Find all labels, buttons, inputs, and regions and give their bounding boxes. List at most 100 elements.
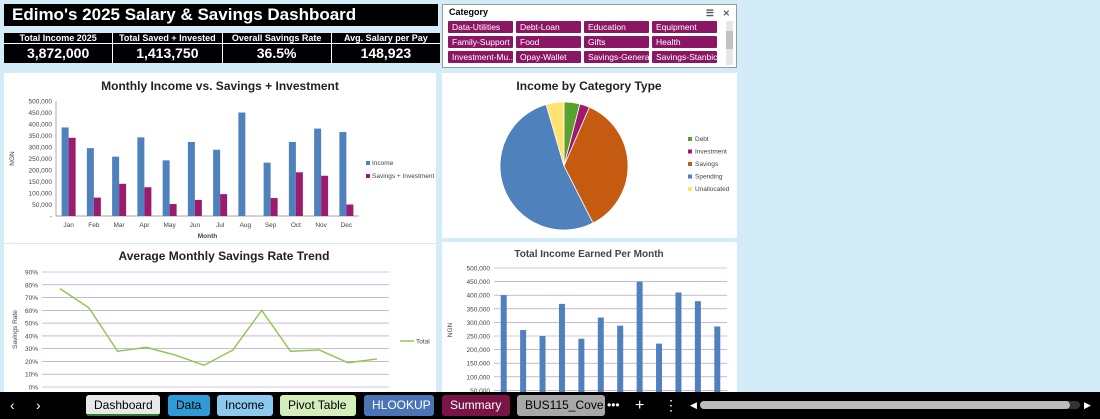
y-tick-label: 200,000 [29, 168, 53, 175]
y-tick-label: 300,000 [467, 320, 491, 327]
x-tick-label: Feb [88, 222, 100, 229]
bar-savings-investment [144, 187, 152, 216]
bar-income [520, 330, 527, 404]
bar-savings-investment [321, 175, 329, 216]
y-tick-label: 350,000 [467, 306, 491, 313]
chevron-right-icon[interactable]: › [36, 397, 41, 413]
scroll-left-icon[interactable]: ◀ [690, 400, 697, 410]
x-tick-label: May [163, 222, 176, 229]
bar-income [187, 141, 195, 216]
y-tick-label: 500,000 [467, 266, 491, 273]
bar-income [288, 141, 296, 216]
legend-swatch [688, 137, 692, 141]
tab-bus115-cove[interactable]: BUS115_Cove [517, 395, 605, 416]
bar-income [636, 281, 643, 404]
y-tick-label: 500,000 [29, 99, 53, 106]
pie-slice-unallocated [545, 101, 565, 167]
bar-income [162, 160, 170, 216]
tab-income[interactable]: Income [217, 395, 273, 416]
slicer-item[interactable]: Opay-Wallet [516, 51, 581, 63]
y-tick-label: 50,000 [32, 202, 52, 209]
slicer-item[interactable]: Education [584, 21, 649, 33]
bar-income [694, 301, 701, 404]
bar-income [339, 132, 347, 216]
chevron-left-icon[interactable]: ‹ [10, 397, 15, 413]
clear-filter-icon[interactable]: ⨯ [722, 8, 730, 18]
kpi-label: Total Saved + Invested [113, 33, 222, 44]
slicer-items: Data-Utilities Debt-Loan Education Equipmen… [448, 21, 720, 63]
x-tick-label: Sep [265, 222, 277, 229]
kpi-label: Avg. Salary per Pay [331, 33, 440, 44]
y-axis-title: NGN [9, 151, 16, 166]
y-tick-label: 150,000 [29, 179, 53, 186]
legend-label: Total [416, 339, 430, 346]
category-slicer[interactable]: Category ☰ ⨯ Data-Utilities Debt-Loan Educ… [442, 4, 737, 68]
kpi-value: 1,413,750 [136, 45, 199, 61]
dashboard-title: Edimo's 2025 Salary & Savings Dashboard [4, 4, 438, 26]
bar-savings-investment [346, 204, 354, 216]
legend-label: Savings [695, 161, 719, 168]
slicer-item[interactable]: Health [652, 36, 717, 48]
kpi-savings-rate: Overall Savings Rate 36.5% [221, 33, 331, 63]
slicer-item[interactable]: Investment-Mu... [448, 51, 513, 63]
slicer-item[interactable]: Food [516, 36, 581, 48]
y-tick-label: 400,000 [467, 293, 491, 300]
scroll-right-icon[interactable]: ▶ [1084, 400, 1091, 410]
x-tick-label: Mar [114, 222, 126, 229]
bar-savings-investment [93, 197, 101, 216]
chart-total-income[interactable]: Total Income Earned Per Month 500,000 450,… [442, 242, 737, 404]
chart-savings-rate-svg: Average Monthly Savings Rate Trend 90% 80%… [12, 249, 430, 392]
legend-swatch [366, 161, 370, 165]
scroll-thumb[interactable] [726, 31, 733, 49]
bar-income [656, 343, 663, 404]
slicer-item[interactable]: Family-Support [448, 36, 513, 48]
chart-title: Income by Category Type [516, 79, 661, 93]
chart-monthly-income[interactable]: Monthly Income vs. Savings + Investment 5… [4, 73, 436, 243]
slicer-item[interactable]: Gifts [584, 36, 649, 48]
legend-swatch [688, 174, 692, 179]
legend-label: Unallocated [695, 186, 730, 193]
slicer-item[interactable]: Debt-Loan [516, 21, 581, 33]
kpi-value: 3,872,000 [26, 45, 90, 61]
legend-label: Spending [695, 174, 723, 181]
more-tabs-icon[interactable]: ••• [607, 398, 620, 412]
slicer-item[interactable]: Savings-Stanbic [652, 51, 717, 63]
slicer-item[interactable]: Equipment [652, 21, 717, 33]
slicer-scrollbar[interactable] [726, 21, 733, 65]
slicer-title: Category [449, 7, 489, 17]
blank-cell-row[interactable] [4, 26, 438, 33]
x-tick-label: Oct [291, 222, 301, 229]
y-tick-label: 90% [25, 270, 38, 277]
slicer-item[interactable]: Savings-General [584, 51, 649, 63]
tab-pivot-table[interactable]: Pivot Table [280, 395, 356, 416]
legend-swatch [366, 174, 370, 178]
x-tick-label: Dec [341, 222, 353, 229]
chart-savings-rate[interactable]: Average Monthly Savings Rate Trend 90% 80%… [4, 244, 436, 392]
scroll-thumb[interactable] [700, 401, 1070, 409]
horizontal-scrollbar[interactable] [700, 401, 1080, 409]
y-tick-label: - [50, 214, 52, 221]
chart-income-category-svg: Income by Category Type Debt Investment Sav… [499, 79, 730, 231]
bar-savings-investment [270, 198, 278, 216]
chart-income-category[interactable]: Income by Category Type Debt Investment Sav… [442, 73, 737, 238]
tab-dashboard[interactable]: Dashboard [86, 395, 160, 416]
pie-slice-savings [563, 106, 629, 224]
bar-savings-investment [119, 183, 127, 216]
bar-income [213, 149, 221, 216]
chart-monthly-income-svg: Monthly Income vs. Savings + Investment 5… [9, 79, 435, 240]
kpi-value: 36.5% [256, 45, 297, 61]
sheet-tab-bar: ‹ › Dashboard Data Income Pivot Table HLOOKU… [0, 392, 1100, 419]
kpi-total-income: Total Income 2025 3,872,000 [4, 33, 113, 63]
add-sheet-icon[interactable]: + [635, 397, 645, 414]
tab-summary[interactable]: Summary [442, 395, 510, 416]
tab-hlookup[interactable]: HLOOKUP [364, 395, 434, 416]
tab-data[interactable]: Data [168, 395, 210, 416]
sheet-menu-icon[interactable]: ⋮ [664, 397, 678, 413]
multi-select-icon[interactable]: ☰ [705, 8, 714, 18]
x-axis-title: Month [198, 233, 218, 240]
y-axis-title: Savings Rate [12, 310, 19, 349]
kpi-strip: Total Income 2025 3,872,000 Total Saved … [4, 33, 440, 63]
x-tick-label: Aug [240, 222, 252, 229]
slicer-item[interactable]: Data-Utilities [448, 21, 513, 33]
legend-label: Savings + Investment [372, 173, 435, 180]
